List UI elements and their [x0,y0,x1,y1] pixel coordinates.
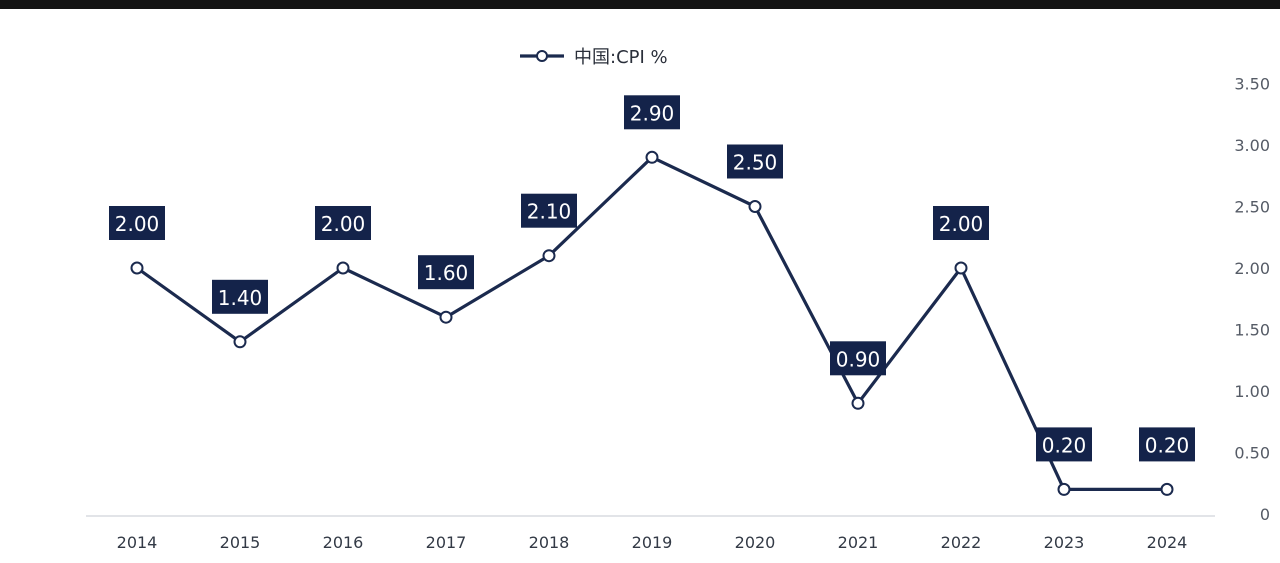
data-label: 0.20 [1042,433,1087,457]
data-label-box [212,279,268,314]
data-point-marker [1160,482,1174,496]
y-tick-label: 3.00 [1234,136,1270,155]
top-bar [0,0,1280,9]
data-label-box [830,341,886,376]
x-tick-label: 2015 [220,533,261,552]
y-tick-label: 3.50 [1234,75,1270,94]
data-label-box [521,193,577,228]
data-label: 0.90 [836,347,881,371]
data-point-marker [1057,482,1071,496]
x-tick-label: 2019 [632,533,673,552]
data-label-box [1139,427,1195,462]
legend-label: 中国:CPI % [574,47,668,68]
data-label: 2.00 [115,212,160,236]
data-point-marker [233,335,247,349]
data-point-marker [851,396,865,410]
data-label-box [418,255,474,290]
data-label: 2.10 [527,200,572,224]
x-tick-label: 2020 [735,533,776,552]
data-label: 2.50 [733,151,778,175]
x-tick-label: 2024 [1147,533,1188,552]
x-tick-label: 2014 [117,533,158,552]
x-tick-label: 2021 [838,533,879,552]
data-point-marker [542,249,556,263]
x-tick-label: 2022 [941,533,982,552]
data-label-box [933,206,989,240]
y-tick-label: 0 [1260,505,1270,524]
data-label: 1.60 [424,261,469,285]
y-tick-label: 2.50 [1234,198,1270,217]
data-label-box [624,95,680,130]
data-point-marker [748,200,762,213]
data-label-box [109,206,165,240]
data-label: 2.90 [630,101,675,125]
x-tick-label: 2018 [529,533,570,552]
legend-marker-swatch [536,50,548,62]
x-tick-label: 2017 [426,533,467,552]
data-point-marker [439,310,453,324]
y-tick-label: 0.50 [1234,444,1270,463]
data-point-marker [645,150,659,164]
data-point-marker [336,261,350,275]
y-tick-label: 2.00 [1234,259,1270,278]
y-tick-label: 1.00 [1234,382,1270,401]
data-label: 1.40 [218,286,263,310]
data-label-box [315,206,371,240]
data-label: 2.00 [939,212,984,236]
data-point-marker [130,261,144,275]
data-label-box [727,144,783,179]
series-line-cpi [135,155,1169,491]
x-tick-label: 2023 [1044,533,1085,552]
data-label-box [1036,427,1092,462]
data-point-marker [954,261,968,275]
x-tick-label: 2016 [323,533,364,552]
y-tick-label: 1.50 [1234,321,1270,340]
data-label: 2.00 [321,212,366,236]
data-label: 0.20 [1145,433,1190,457]
